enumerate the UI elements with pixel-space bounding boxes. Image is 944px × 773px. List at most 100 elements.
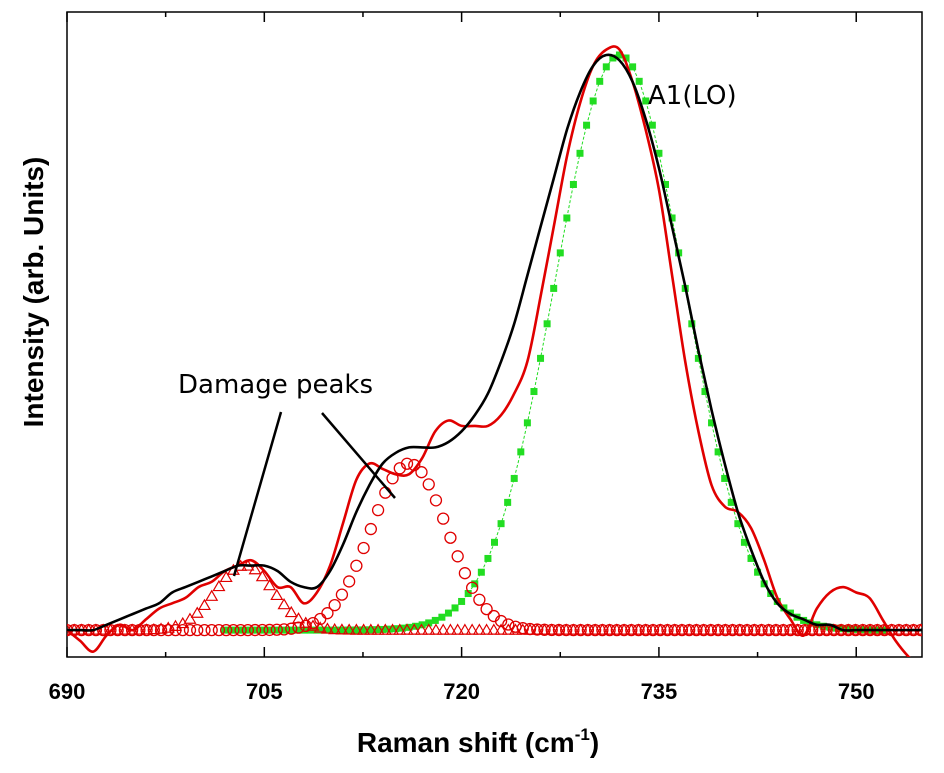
peak-marker-square [721,474,729,482]
peak-marker-triangle [812,623,826,635]
peak-marker-triangle [255,569,269,582]
peak-marker-square [346,626,354,634]
peak-marker-circle [328,599,341,612]
peak-marker-triangle [516,623,530,635]
peak-marker-triangle [111,623,125,635]
peak-marker-circle [241,623,255,637]
damage-peaks-annotation: Damage peaks [178,370,373,400]
y-axis-title: Intensity (arb. Units) [18,157,49,428]
peak-marker-square [826,623,834,631]
a1lo-annotation: A1(LO) [648,81,737,111]
peak-marker-circle [263,623,276,637]
peak-marker-triangle [277,597,291,610]
peak-marker-triangle [566,623,580,635]
peak-marker-square [491,538,498,546]
peak-marker-circle [444,531,457,544]
peak-marker-square [662,180,669,188]
peak-marker-triangle [248,563,262,575]
peak-marker-circle [234,623,247,637]
peak-marker-square [694,354,702,362]
peak-marker-triangle [371,623,385,635]
peak-marker-circle [227,623,240,637]
peak-marker-triangle [190,606,204,618]
peak-marker-triangle [422,623,436,635]
peak-marker-circle [191,623,204,637]
peak-marker-triangle [610,623,624,635]
peak-marker-triangle [414,623,429,635]
peak-marker-circle [429,494,443,507]
peak-marker-square [655,149,663,157]
peak-marker-circle [364,522,378,536]
peak-marker-square [359,626,367,634]
peak-marker-square [747,554,755,562]
peak-marker-triangle [689,623,703,635]
peak-marker-triangle [154,622,168,634]
peak-marker-triangle [263,579,277,591]
peak-marker-circle [451,550,464,563]
peak-marker-square [392,625,400,633]
peak-marker-circle [321,607,334,620]
peak-marker-circle [494,614,508,628]
peak-marker-square [333,626,341,634]
peak-marker-square [504,498,512,506]
peak-marker-triangle [451,623,465,635]
peak-marker-square [648,121,656,129]
peak-marker-square [273,626,281,634]
peak-marker-square [339,626,347,634]
peak-marker-triangle [205,589,219,601]
peak-marker-triangle [552,623,566,635]
peak-marker-triangle [400,623,414,635]
peak-marker-triangle [291,612,306,624]
peak-marker-triangle [668,623,682,635]
peak-marker-triangle [682,623,696,635]
peak-marker-square [431,616,439,624]
peak-marker-circle [458,567,472,580]
x-tick-label: 690 [49,679,86,704]
peak-marker-triangle [458,623,472,635]
peak-marker-circle [422,478,435,491]
peak-marker-triangle [747,623,761,635]
peak-marker-triangle [378,623,392,635]
peak-marker-triangle [711,623,725,635]
peak-marker-triangle [487,623,501,635]
peak-marker-triangle [653,623,667,635]
series-damage-peak-1 [67,559,922,635]
peak-marker-triangle [386,623,400,635]
peak-marker-square [523,419,531,427]
peak-marker-triangle [646,623,660,635]
peak-marker-circle [220,623,233,637]
peak-marker-square [734,520,742,528]
peak-marker-square [668,214,676,222]
peak-marker-triangle [697,623,711,635]
peak-marker-triangle [545,623,559,635]
peak-marker-triangle [364,623,378,635]
peak-marker-square [589,97,597,105]
peak-marker-triangle [140,623,154,635]
peak-marker-circle [350,559,363,572]
peak-marker-square [484,554,492,562]
peak-marker-square [352,626,360,634]
peak-marker-square [569,180,577,188]
peak-marker-square [326,626,334,634]
peak-marker-circle [299,619,312,633]
peak-marker-triangle [675,623,689,635]
peak-marker-square [537,354,545,362]
peak-marker-circle [256,623,269,637]
peak-marker-circle [285,622,298,635]
peak-marker-circle [400,457,414,470]
peak-marker-triangle [733,623,747,635]
plot-area [67,45,922,657]
peak-marker-square [583,121,591,129]
peak-marker-circle [371,503,385,517]
peak-marker-triangle [357,623,371,635]
peak-marker-square [576,149,584,157]
peak-marker-square [596,77,604,85]
peak-marker-triangle [718,623,732,635]
x-tick-label: 705 [246,679,283,704]
damage-pointer-2 [321,412,396,499]
peak-marker-square [287,626,295,634]
peak-marker-triangle [660,623,675,635]
peak-marker-triangle [197,598,211,611]
peak-marker-square [714,448,722,456]
